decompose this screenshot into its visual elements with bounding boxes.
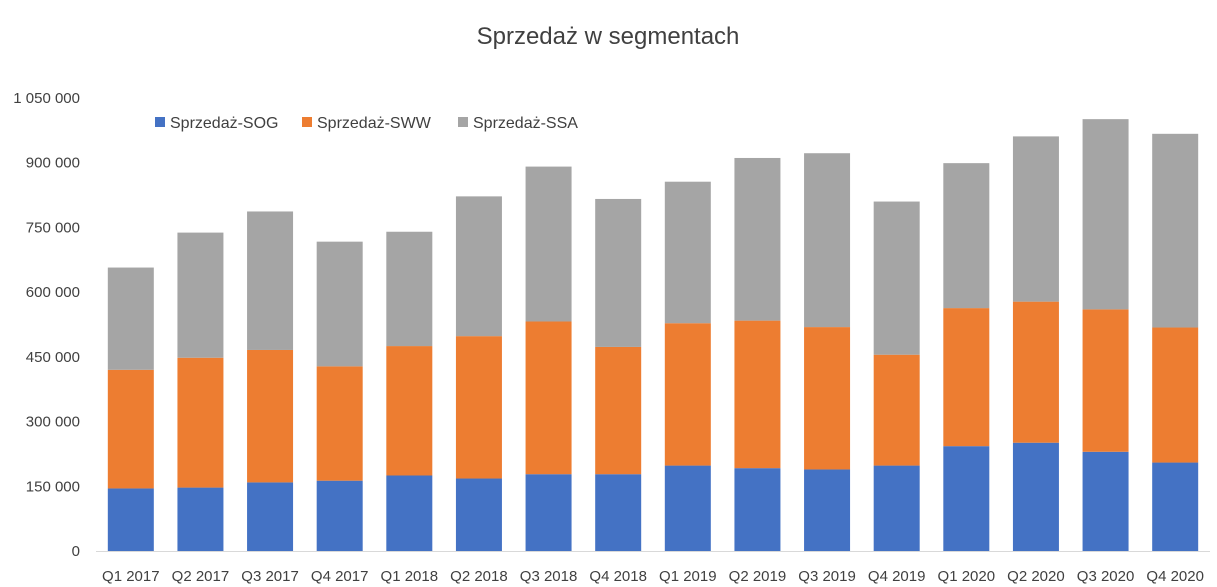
bar-sprzeda-ssa-q2-2019 <box>734 157 781 321</box>
bar-sprzeda-ssa-q3-2019 <box>804 153 851 328</box>
bar-sprzeda-ssa-q2-2017 <box>177 232 224 358</box>
y-tick-label: 750 000 <box>26 219 80 236</box>
bar-sprzeda-sww-q4-2017 <box>316 366 363 481</box>
legend-label: Sprzedaż-SWW <box>317 115 432 132</box>
legend-swatch <box>302 117 312 127</box>
legend: Sprzedaż-SOG Sprzedaż-SWW Sprzedaż-SSA <box>155 115 578 132</box>
bar-sprzeda-sog-q1-2019 <box>664 465 711 551</box>
bar-sprzeda-sog-q3-2019 <box>804 469 851 551</box>
x-tick-label: Q1 2020 <box>938 568 996 585</box>
bar-sprzeda-ssa-q1-2018 <box>386 231 433 347</box>
bar-sprzeda-sww-q3-2020 <box>1082 309 1129 452</box>
bar-sprzeda-sww-q2-2017 <box>177 357 224 488</box>
bar-sprzeda-sww-q4-2018 <box>595 346 642 475</box>
bar-sprzeda-sww-q2-2018 <box>455 336 502 479</box>
y-tick-label: 900 000 <box>26 155 80 172</box>
bar-sprzeda-sog-q1-2017 <box>107 488 154 551</box>
bar-sprzeda-sww-q3-2018 <box>525 321 572 475</box>
bar-sprzeda-sog-q2-2017 <box>177 487 224 551</box>
bar-sprzeda-sww-q1-2017 <box>107 369 154 489</box>
bar-sprzeda-sog-q2-2019 <box>734 468 781 551</box>
x-tick-label: Q1 2017 <box>102 568 160 585</box>
bar-sprzeda-sog-q4-2018 <box>595 474 642 551</box>
x-tick-label: Q3 2017 <box>241 568 299 585</box>
bar-sprzeda-sww-q4-2019 <box>873 354 920 466</box>
bars <box>107 119 1199 551</box>
bar-sprzeda-ssa-q3-2018 <box>525 166 572 322</box>
bar-sprzeda-sog-q2-2018 <box>455 478 502 551</box>
legend-label: Sprzedaż-SSA <box>473 115 578 132</box>
x-tick-label: Q2 2020 <box>1007 568 1065 585</box>
bar-sprzeda-sww-q4-2020 <box>1152 327 1199 463</box>
x-tick-label: Q4 2017 <box>311 568 369 585</box>
x-tick-label: Q2 2019 <box>729 568 787 585</box>
x-tick-label: Q2 2017 <box>172 568 230 585</box>
bar-sprzeda-sog-q3-2018 <box>525 474 572 551</box>
bar-sprzeda-sog-q2-2020 <box>1012 442 1059 551</box>
x-tick-label: Q4 2020 <box>1146 568 1204 585</box>
y-tick-label: 1 050 000 <box>13 90 80 107</box>
bar-sprzeda-ssa-q2-2018 <box>455 196 502 337</box>
bar-sprzeda-ssa-q2-2020 <box>1012 136 1059 302</box>
bar-sprzeda-ssa-q4-2017 <box>316 241 363 367</box>
x-tick-label: Q1 2018 <box>381 568 439 585</box>
x-axis: Q1 2017 Q2 2017 Q3 2017 Q4 2017 Q1 2018 Q2 20… <box>96 551 1210 585</box>
y-tick-label: 0 <box>72 543 80 560</box>
bar-sprzeda-sww-q3-2019 <box>804 327 851 470</box>
bar-sprzeda-sww-q1-2019 <box>664 323 711 466</box>
bar-sprzeda-sww-q2-2019 <box>734 320 781 469</box>
x-tick-label: Q4 2018 <box>589 568 647 585</box>
bar-sprzeda-sww-q2-2020 <box>1012 301 1059 443</box>
bar-sprzeda-ssa-q4-2019 <box>873 201 920 355</box>
bar-sprzeda-ssa-q4-2018 <box>595 198 642 347</box>
y-tick-label: 450 000 <box>26 349 80 366</box>
bar-sprzeda-ssa-q1-2019 <box>664 181 711 324</box>
bar-sprzeda-ssa-q3-2017 <box>247 211 294 350</box>
bar-sprzeda-sog-q1-2018 <box>386 475 433 551</box>
y-tick-label: 150 000 <box>26 478 80 495</box>
x-tick-label: Q3 2019 <box>798 568 856 585</box>
x-tick-label: Q3 2020 <box>1077 568 1135 585</box>
bar-sprzeda-sog-q4-2017 <box>316 480 363 551</box>
bar-sprzeda-ssa-q1-2017 <box>107 267 154 370</box>
bar-sprzeda-sog-q3-2020 <box>1082 451 1129 551</box>
y-tick-label: 600 000 <box>26 284 80 301</box>
bar-sprzeda-sww-q1-2020 <box>943 308 990 447</box>
bar-sprzeda-sog-q3-2017 <box>247 482 294 551</box>
bar-sprzeda-ssa-q4-2020 <box>1152 133 1199 328</box>
bar-sprzeda-sog-q4-2020 <box>1152 462 1199 551</box>
bar-sprzeda-sog-q4-2019 <box>873 465 920 551</box>
x-tick-label: Q3 2018 <box>520 568 578 585</box>
bar-sprzeda-ssa-q3-2020 <box>1082 119 1129 310</box>
bar-sprzeda-sog-q1-2020 <box>943 446 990 551</box>
bar-sprzeda-ssa-q1-2020 <box>943 163 990 309</box>
legend-swatch <box>155 117 165 127</box>
y-axis: 0 150 000 300 000 450 000 600 000 750 000 900 … <box>13 90 80 560</box>
x-tick-label: Q2 2018 <box>450 568 508 585</box>
bar-sprzeda-sww-q1-2018 <box>386 346 433 476</box>
legend-swatch <box>458 117 468 127</box>
legend-label: Sprzedaż-SOG <box>170 115 278 132</box>
x-tick-label: Q4 2019 <box>868 568 926 585</box>
chart-title: Sprzedaż w segmentach <box>477 23 740 50</box>
y-tick-label: 300 000 <box>26 414 80 431</box>
bar-sprzeda-sww-q3-2017 <box>247 349 294 483</box>
x-tick-label: Q1 2019 <box>659 568 717 585</box>
